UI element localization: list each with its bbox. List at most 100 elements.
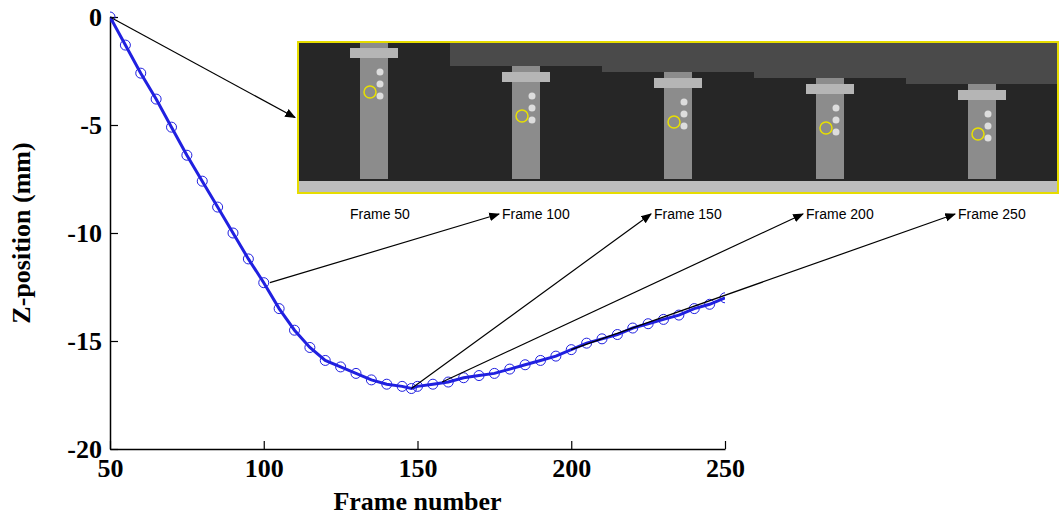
frame-plate [602, 42, 754, 72]
tick-label: 150 [399, 454, 438, 483]
frame-collar [654, 78, 702, 88]
tick: -5 [80, 111, 118, 140]
frame-marker [668, 116, 680, 128]
data-point [320, 355, 330, 365]
frame-image [754, 42, 906, 193]
frame-dot [681, 123, 688, 130]
frame-dot [377, 69, 384, 76]
data-point [397, 381, 407, 391]
data-point [551, 351, 561, 361]
frame-label: Frame 50 [350, 206, 410, 222]
tick-label: 250 [706, 454, 745, 483]
frame-image [906, 42, 1058, 193]
data-point [505, 364, 515, 374]
chart: 50100150200250-20-15-10-50Frame numberZ-… [0, 0, 1064, 519]
frame-dot [985, 111, 992, 118]
frame-marker [364, 86, 376, 98]
frame-dot [833, 105, 840, 112]
tick-label: -20 [67, 435, 102, 464]
data-point [243, 254, 253, 264]
frame-floor [602, 181, 754, 193]
data-point [305, 342, 315, 352]
data-point [197, 176, 207, 186]
tick-label: -10 [67, 219, 102, 248]
frame-dot [833, 129, 840, 136]
data-point [336, 362, 346, 372]
frame-background [298, 42, 450, 193]
data-point [720, 293, 725, 303]
frame-label: Frame 100 [502, 206, 570, 222]
frame-collar [806, 84, 854, 94]
frame-dot [681, 99, 688, 106]
data-point [259, 278, 269, 288]
frame-floor [298, 181, 450, 193]
data-point [351, 368, 361, 378]
frame-border [298, 42, 1058, 193]
frame-marker [972, 128, 984, 140]
tick-mark [110, 449, 118, 450]
frame-cylinder [512, 66, 540, 179]
tick-mark [725, 441, 726, 449]
frame-floor [754, 181, 906, 193]
data-point [182, 150, 192, 160]
frame-image [298, 42, 450, 193]
frame-dot [833, 117, 840, 124]
frame-dot [681, 111, 688, 118]
data-point [382, 379, 392, 389]
data-point [428, 379, 438, 389]
frame-image [450, 42, 602, 193]
tick-label: 100 [245, 454, 284, 483]
tick-label: -15 [67, 327, 102, 356]
frame-label: Frame 200 [806, 206, 874, 222]
frame-collar [350, 48, 398, 58]
tick-mark [110, 233, 118, 234]
frame-background [906, 42, 1058, 193]
frame-plate [450, 42, 602, 66]
data-point [536, 355, 546, 365]
frame-background [602, 42, 754, 193]
tick-mark [264, 441, 265, 449]
data-point [151, 94, 161, 104]
frame-dot [529, 105, 536, 112]
annotation-arrow [110, 17, 295, 118]
frame-background [754, 42, 906, 193]
tick-mark [110, 341, 118, 342]
data-point [167, 122, 177, 132]
frame-dot [985, 135, 992, 142]
data-point [489, 368, 499, 378]
tick: 250 [706, 441, 745, 483]
tick: -20 [67, 435, 118, 464]
frame-cylinder [360, 42, 388, 179]
tick-label: 200 [552, 454, 591, 483]
frame-background [450, 42, 602, 193]
data-point [520, 360, 530, 370]
frame-floor [450, 181, 602, 193]
frame-label: Frame 150 [654, 206, 722, 222]
tick-label: 0 [89, 3, 102, 32]
frame-plate [906, 42, 1058, 84]
annotation-arrow [270, 214, 499, 283]
data-point [274, 304, 284, 314]
frame-marker [820, 122, 832, 134]
tick: 100 [245, 441, 284, 483]
data-point [366, 375, 376, 385]
frame-collar [502, 72, 550, 82]
frame-dot [529, 93, 536, 100]
tick-label: -5 [80, 111, 102, 140]
x-axis: 50100150200250 [98, 441, 746, 483]
frame-image [602, 42, 754, 193]
tick: 200 [552, 441, 591, 483]
tick: -10 [67, 219, 118, 248]
tick-mark [110, 125, 118, 126]
x-axis-title: Frame number [333, 487, 501, 516]
data-point [120, 40, 130, 50]
frame-cylinder [664, 72, 692, 179]
frame-marker [516, 110, 528, 122]
data-point [213, 202, 223, 212]
annotation-arrow [571, 214, 955, 350]
frame-dot [377, 81, 384, 88]
frame-dot [377, 93, 384, 100]
tick-mark [571, 441, 572, 449]
data-point [228, 228, 238, 238]
data-point [474, 371, 484, 381]
